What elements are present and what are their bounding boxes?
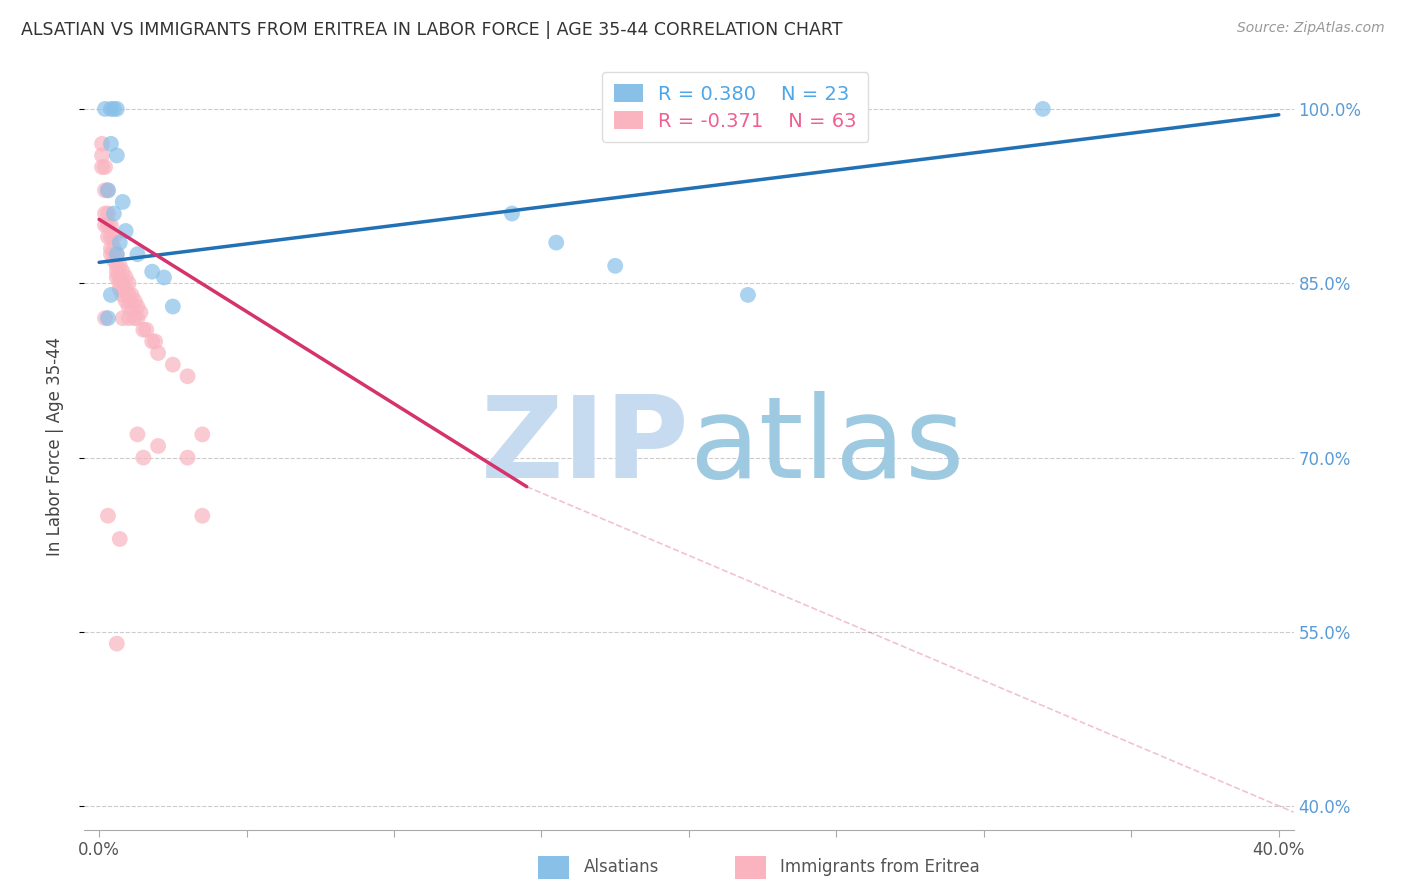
Point	[127, 427, 149, 442]
Point	[103, 206, 125, 220]
Point	[97, 311, 120, 326]
Point	[132, 450, 155, 465]
Point	[124, 293, 146, 308]
Point	[108, 259, 131, 273]
Point	[103, 102, 125, 116]
Point	[132, 323, 155, 337]
Point	[94, 206, 117, 220]
Point	[108, 282, 131, 296]
Point	[100, 229, 122, 244]
Text: Alsatians: Alsatians	[583, 858, 659, 876]
Point	[100, 218, 122, 232]
Point	[114, 270, 136, 285]
Point	[141, 265, 163, 279]
Point	[105, 247, 128, 261]
Point	[153, 270, 176, 285]
Point	[103, 229, 125, 244]
Point	[97, 229, 120, 244]
Text: atlas: atlas	[689, 391, 965, 501]
Point	[146, 439, 169, 453]
Point	[121, 300, 143, 314]
Point	[114, 293, 136, 308]
Point	[135, 323, 157, 337]
Point	[117, 288, 139, 302]
Point	[91, 148, 114, 162]
Point	[97, 183, 120, 197]
Point	[97, 206, 120, 220]
Point	[127, 311, 149, 326]
Point	[111, 288, 134, 302]
Point	[114, 282, 136, 296]
Point	[129, 305, 152, 319]
Point	[97, 183, 120, 197]
Point	[105, 148, 128, 162]
Point	[103, 241, 125, 255]
Point	[108, 235, 131, 250]
Point	[103, 253, 125, 268]
Point	[176, 450, 198, 465]
Point	[100, 136, 122, 151]
Point	[117, 300, 139, 314]
Point	[141, 334, 163, 349]
Point	[94, 218, 117, 232]
Point	[605, 259, 627, 273]
Text: ZIP: ZIP	[481, 391, 689, 501]
Point	[127, 300, 149, 314]
Point	[121, 288, 143, 302]
Point	[91, 160, 114, 174]
Text: ALSATIAN VS IMMIGRANTS FROM ERITREA IN LABOR FORCE | AGE 35-44 CORRELATION CHART: ALSATIAN VS IMMIGRANTS FROM ERITREA IN L…	[21, 21, 842, 38]
Point	[105, 265, 128, 279]
Point	[176, 369, 198, 384]
Point	[94, 311, 117, 326]
Point	[94, 183, 117, 197]
Legend: R = 0.380    N = 23, R = -0.371    N = 63: R = 0.380 N = 23, R = -0.371 N = 63	[602, 72, 869, 142]
Point	[105, 270, 128, 285]
Point	[146, 346, 169, 360]
Point	[501, 206, 523, 220]
Point	[162, 358, 184, 372]
Point	[105, 259, 128, 273]
Point	[100, 288, 122, 302]
Point	[105, 247, 128, 261]
Point	[100, 247, 122, 261]
Y-axis label: In Labor Force | Age 35-44: In Labor Force | Age 35-44	[45, 336, 63, 556]
Point	[105, 102, 128, 116]
Point	[162, 300, 184, 314]
Point	[111, 265, 134, 279]
Point	[111, 311, 134, 326]
Point	[105, 637, 128, 651]
Point	[94, 102, 117, 116]
Point	[117, 277, 139, 291]
Point	[100, 241, 122, 255]
Point	[143, 334, 166, 349]
Point	[737, 288, 759, 302]
Point	[108, 532, 131, 546]
Point	[191, 427, 214, 442]
Point	[100, 102, 122, 116]
Point	[117, 311, 139, 326]
Point	[111, 277, 134, 291]
Text: Source: ZipAtlas.com: Source: ZipAtlas.com	[1237, 21, 1385, 35]
Point	[108, 277, 131, 291]
Text: Immigrants from Eritrea: Immigrants from Eritrea	[780, 858, 980, 876]
Point	[127, 247, 149, 261]
Point	[94, 160, 117, 174]
Point	[114, 224, 136, 238]
Point	[91, 136, 114, 151]
Point	[103, 247, 125, 261]
Point	[111, 194, 134, 209]
Point	[191, 508, 214, 523]
Point	[124, 311, 146, 326]
Point	[97, 218, 120, 232]
Point	[108, 270, 131, 285]
Point	[97, 508, 120, 523]
Point	[546, 235, 568, 250]
Point	[1032, 102, 1054, 116]
